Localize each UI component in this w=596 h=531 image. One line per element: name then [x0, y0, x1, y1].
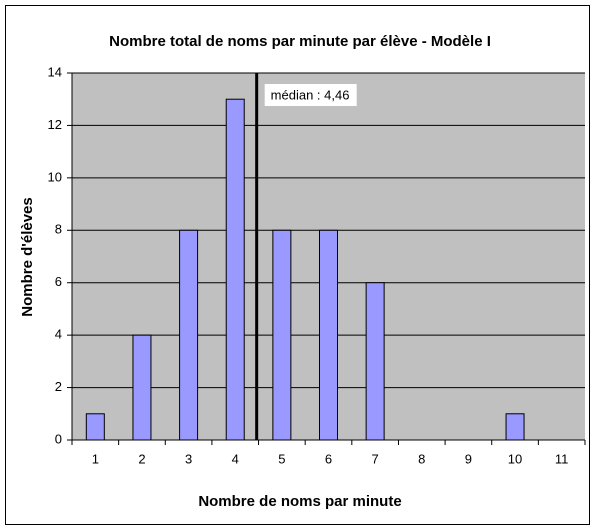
bar: [225, 98, 245, 441]
bar: [132, 334, 152, 441]
y-tick-label: 12: [48, 117, 62, 132]
chart-title: Nombre total de noms par minute par élèv…: [109, 33, 491, 50]
x-tick-label: 9: [465, 451, 472, 466]
bar: [365, 282, 385, 441]
x-tick-label: 3: [185, 451, 192, 466]
y-tick-label: 6: [55, 274, 62, 289]
x-axis-label: Nombre de noms par minute: [198, 493, 401, 510]
x-tick-label: 1: [92, 451, 99, 466]
x-tick-label: 8: [418, 451, 425, 466]
x-tick-label: 10: [508, 451, 522, 466]
x-tick-label: 6: [325, 451, 332, 466]
y-axis-label: Nombre d'élèves: [19, 197, 36, 316]
x-tick-label: 2: [138, 451, 145, 466]
y-tick-label: 2: [55, 379, 62, 394]
y-tick-label: 0: [55, 431, 62, 446]
x-tick-label: 7: [372, 451, 379, 466]
x-tick-label: 11: [555, 451, 569, 466]
y-tick-label: 14: [48, 64, 62, 79]
y-tick-label: 10: [48, 169, 62, 184]
median-label-box: [264, 84, 357, 106]
x-tick-label: 4: [232, 451, 239, 466]
y-tick-label: 8: [55, 222, 62, 237]
bar: [85, 413, 105, 441]
x-tick-label: 5: [278, 451, 285, 466]
median-label: médian : 4,46: [271, 87, 350, 102]
y-tick-label: 4: [55, 327, 62, 342]
bar: [319, 229, 338, 441]
bar: [179, 229, 199, 441]
bar: [272, 229, 292, 441]
bar: [505, 413, 525, 441]
